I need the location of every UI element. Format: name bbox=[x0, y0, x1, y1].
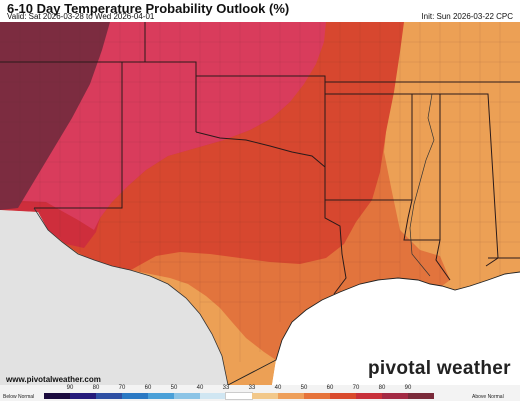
init-time: Init: Sun 2026-03-22 CPC bbox=[421, 12, 513, 21]
texas-panhandle-north bbox=[122, 61, 197, 132]
legend-tick-label: 70 bbox=[118, 385, 126, 391]
legend-tick-label: 60 bbox=[144, 385, 152, 391]
map-title: 6-10 Day Temperature Probability Outlook… bbox=[7, 1, 290, 16]
legend-swatch bbox=[330, 393, 356, 399]
legend-swatch bbox=[278, 393, 304, 399]
legend-tick-label: 50 bbox=[170, 385, 178, 391]
mexico-mask bbox=[0, 210, 228, 385]
legend-tick-label: 80 bbox=[378, 385, 386, 391]
color-legend: Below Normal Above Normal 90 80 70 60 50 40 33… bbox=[0, 385, 520, 401]
legend-swatch bbox=[174, 393, 200, 399]
legend-tick-label: 80 bbox=[92, 385, 100, 391]
legend-swatch bbox=[70, 393, 96, 399]
above-normal-label: Above Normal bbox=[472, 394, 504, 400]
new-mexico-border bbox=[0, 61, 123, 209]
below-normal-label: Below Normal bbox=[3, 394, 35, 400]
legend-tick-label: 90 bbox=[66, 385, 74, 391]
gulf-mask bbox=[272, 272, 520, 385]
legend-swatch bbox=[225, 392, 253, 400]
legend-tick-label: 33 bbox=[248, 385, 256, 391]
county-lines bbox=[0, 22, 520, 362]
legend-swatch bbox=[252, 393, 278, 399]
legend-swatch bbox=[356, 393, 382, 399]
legend-tick-label: 40 bbox=[196, 385, 204, 391]
legend-tick-label: 90 bbox=[404, 385, 412, 391]
legend-swatch bbox=[96, 393, 122, 399]
alabama-border bbox=[440, 93, 499, 267]
valid-period: Valid: Sat 2026-03-28 to Wed 2026-04-01 bbox=[7, 12, 155, 21]
louisiana-border bbox=[325, 199, 451, 281]
red-river-border bbox=[195, 131, 326, 168]
texas-east-border bbox=[324, 167, 347, 295]
website-label: www.pivotalweather.com bbox=[6, 375, 101, 384]
coastline bbox=[227, 271, 520, 385]
legend-tick-label: 50 bbox=[300, 385, 308, 391]
tn-border bbox=[324, 81, 520, 94]
legend-swatch bbox=[122, 393, 148, 399]
brand-logo: pivotal weather bbox=[368, 358, 511, 379]
zone-above-90 bbox=[0, 22, 110, 210]
state-borders bbox=[0, 22, 520, 295]
legend-tick-label: 40 bbox=[274, 385, 282, 391]
legend-swatch bbox=[200, 393, 226, 399]
legend-swatch bbox=[408, 393, 434, 399]
oklahoma-border bbox=[144, 22, 326, 167]
legend-swatch bbox=[148, 393, 174, 399]
map-header: 6-10 Day Temperature Probability Outlook… bbox=[0, 0, 520, 22]
legend-tick-label: 70 bbox=[352, 385, 360, 391]
legend-swatch bbox=[44, 393, 70, 399]
legend-tick-label: 60 bbox=[326, 385, 334, 391]
legend-swatch bbox=[304, 393, 330, 399]
mississippi-river bbox=[409, 93, 435, 277]
legend-swatch bbox=[382, 393, 408, 399]
temperature-outlook-map bbox=[0, 22, 520, 385]
legend-tick-label: 33 bbox=[222, 385, 230, 391]
rio-grande bbox=[33, 207, 229, 385]
